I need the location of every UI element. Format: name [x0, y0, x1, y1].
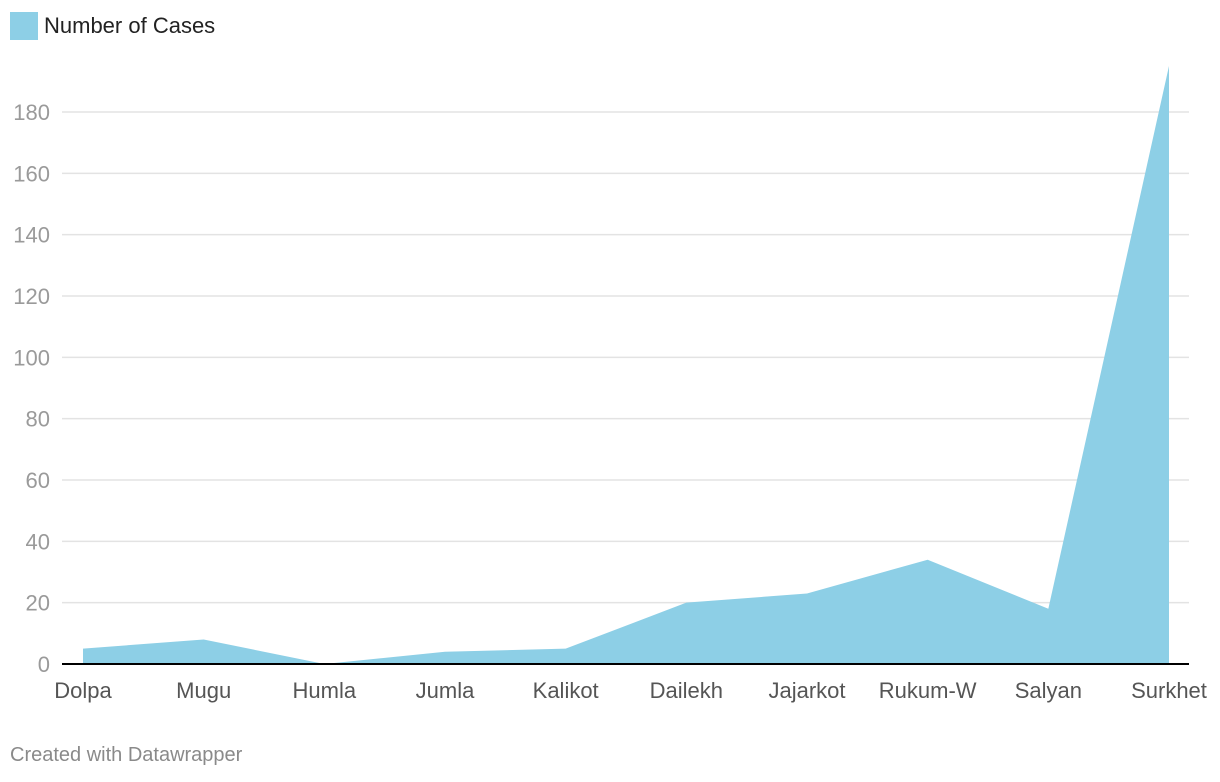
y-tick-label: 120	[13, 284, 50, 309]
y-tick-label: 160	[13, 161, 50, 186]
y-tick-label: 0	[38, 652, 50, 677]
credit-footer: Created with Datawrapper	[10, 744, 243, 766]
x-category-label: Kalikot	[533, 678, 599, 703]
gridlines	[62, 111, 1189, 604]
x-category-label: Humla	[293, 678, 357, 703]
y-tick-label: 40	[26, 529, 50, 554]
y-tick-label: 100	[13, 345, 50, 370]
y-tick-label: 140	[13, 223, 50, 248]
x-category-label: Salyan	[1015, 678, 1082, 703]
y-tick-label: 80	[26, 407, 50, 432]
legend-swatch	[10, 12, 38, 40]
x-category-label: Rukum-W	[879, 678, 977, 703]
y-tick-label: 60	[26, 468, 50, 493]
x-category-label: Jajarkot	[768, 678, 845, 703]
legend-label: Number of Cases	[44, 13, 216, 38]
x-category-label: Jumla	[416, 678, 475, 703]
x-category-label: Mugu	[176, 678, 231, 703]
x-category-label: Surkhet	[1131, 678, 1207, 703]
x-axis: Dolpa Mugu Humla Jumla Kalikot Dailekh Jajarko…	[54, 678, 1207, 703]
y-axis: 0 20 40 60 80 100 120 140 160 180	[13, 100, 50, 677]
x-category-label: Dailekh	[650, 678, 723, 703]
legend: Number of Cases	[10, 12, 215, 40]
x-category-label: Dolpa	[54, 678, 112, 703]
y-tick-label: 180	[13, 100, 50, 125]
plot-area	[62, 66, 1189, 665]
y-tick-label: 20	[26, 591, 50, 616]
area-series-number-of-cases	[83, 66, 1169, 664]
